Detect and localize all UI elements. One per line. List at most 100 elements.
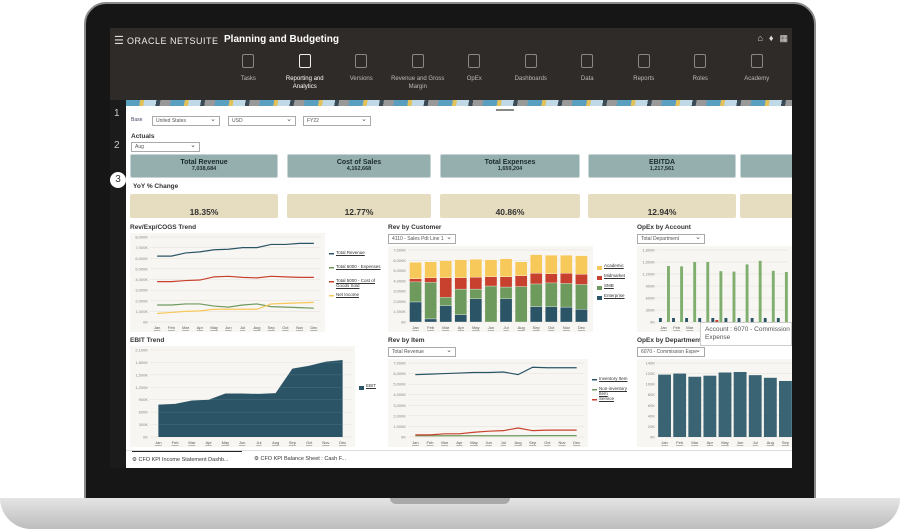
nav-item[interactable]: Roles bbox=[672, 54, 729, 91]
x-tick-label: Mar bbox=[188, 440, 196, 445]
legend-label[interactable]: Net Income bbox=[336, 292, 360, 297]
app-title: Planning and Budgeting bbox=[224, 34, 339, 45]
x-tick-label: Apr bbox=[456, 440, 463, 445]
grid-icon[interactable]: ▦ bbox=[779, 33, 788, 43]
y-tick-label: 5,000K bbox=[393, 268, 406, 273]
bar bbox=[779, 380, 792, 437]
y-tick-label: 7,000K bbox=[135, 245, 148, 250]
yoy-card[interactable]: 40.86% bbox=[440, 194, 580, 218]
chart-filter-dropdown[interactable]: Total Department bbox=[637, 233, 705, 244]
legend-label[interactable]: Non-inventory Item bbox=[599, 386, 628, 396]
nav-item[interactable]: Revenue and Gross Margin bbox=[390, 54, 447, 91]
x-tick-label: Apr bbox=[206, 440, 213, 445]
bar-segment bbox=[560, 283, 573, 308]
drag-handle[interactable] bbox=[496, 109, 514, 111]
kpi-value: 1,217,561 bbox=[649, 166, 675, 172]
bar-segment bbox=[484, 259, 498, 277]
x-tick-label: Sep bbox=[533, 325, 541, 330]
yoy-card[interactable]: 12.94% bbox=[588, 194, 736, 218]
legend-label[interactable]: EBIT bbox=[366, 383, 377, 388]
y-tick-label: 0K bbox=[401, 435, 406, 440]
yoy-card[interactable]: 12.77% bbox=[287, 194, 431, 218]
nav-item[interactable]: Dashboards bbox=[503, 54, 560, 91]
user-icon[interactable]: ♦ bbox=[768, 33, 774, 43]
nav-item[interactable]: Academy bbox=[729, 54, 786, 91]
nav-item[interactable]: Versions bbox=[333, 54, 390, 91]
legend-label[interactable]: Inventory Item bbox=[599, 376, 628, 381]
bar-segment bbox=[575, 308, 588, 323]
nav-label: OpEx bbox=[466, 76, 482, 82]
kpi-card[interactable]: Total Revenue 7,038,684 bbox=[130, 154, 278, 178]
period-dropdown[interactable]: Aug bbox=[131, 141, 200, 152]
y-tick-label: 2,000K bbox=[393, 413, 406, 418]
x-tick-label: May bbox=[470, 440, 478, 445]
chart-filter-dropdown[interactable]: 6070 - Commission Expe bbox=[637, 346, 705, 357]
bar-segment bbox=[575, 255, 588, 275]
bar-segment bbox=[439, 260, 452, 278]
nav-label: Reporting and Analytics bbox=[285, 76, 324, 90]
chart-filter-dropdown[interactable]: 4110 - Sales Pdt Line 1 bbox=[388, 233, 456, 244]
x-tick-label: Nov bbox=[296, 325, 303, 330]
nav-item[interactable]: Tasks bbox=[220, 54, 277, 91]
base-label: Base bbox=[131, 117, 143, 123]
chart-filter-dropdown[interactable]: Total Revenue bbox=[388, 346, 456, 357]
x-tick-label: Jan bbox=[412, 440, 418, 445]
legend-label[interactable]: Academic bbox=[604, 263, 624, 268]
legend-label[interactable]: Enterprise bbox=[604, 293, 625, 298]
bar-segment bbox=[545, 254, 558, 274]
legend-label[interactable]: Total Revenue bbox=[336, 250, 365, 255]
x-tick-label: Oct bbox=[282, 325, 289, 330]
chart-title: Rev by Customer bbox=[388, 224, 442, 231]
step-2: 2 bbox=[114, 140, 120, 151]
series-line bbox=[157, 301, 314, 315]
kpi-card[interactable]: EBITDA 1,217,561 bbox=[588, 154, 736, 178]
x-tick-label: Mar bbox=[441, 440, 449, 445]
y-tick-label: 600K bbox=[139, 410, 149, 415]
banner bbox=[126, 100, 792, 106]
x-tick-label: Jul bbox=[503, 325, 508, 330]
legend-label[interactable]: Total 5000 - Cost of Goods Sold bbox=[336, 278, 376, 288]
kpi-card[interactable] bbox=[740, 154, 792, 178]
home-icon[interactable]: ⌂ bbox=[757, 33, 763, 43]
x-tick-label: Jan bbox=[661, 440, 667, 445]
country-dropdown[interactable]: United States bbox=[152, 115, 220, 126]
bar-segment bbox=[409, 281, 422, 303]
kpi-value: 1,659,204 bbox=[497, 166, 523, 172]
y-tick-label: 1,000K bbox=[393, 424, 406, 429]
chart-title: OpEx by Account bbox=[637, 224, 691, 231]
x-tick-label: Nov bbox=[322, 440, 329, 445]
y-tick-label: 5,000K bbox=[393, 382, 406, 387]
nav-item[interactable]: Data bbox=[559, 54, 616, 91]
kpi-card[interactable]: Cost of Sales 4,162,668 bbox=[287, 154, 431, 178]
y-tick-label: 3,000K bbox=[135, 288, 148, 293]
currency-dropdown[interactable]: USD bbox=[228, 115, 296, 126]
bar-segment bbox=[409, 262, 422, 279]
y-tick-label: 2,000K bbox=[393, 299, 406, 304]
tab-balance-sheet[interactable]: ⚙ CFO KPI Balance Sheet : Cash F... bbox=[254, 456, 347, 462]
chart-svg: 0K 1,000K 2,000K 3,000K 4,000K 5,000K 6,000K 7,… bbox=[130, 233, 381, 332]
kpi-card[interactable]: Total Expenses 1,659,204 bbox=[440, 154, 580, 178]
nav-item[interactable]: Reporting and Analytics bbox=[277, 54, 334, 91]
bar bbox=[719, 271, 723, 322]
x-tick-label: Jan bbox=[660, 325, 666, 330]
legend-label[interactable]: SMB bbox=[604, 283, 614, 288]
yoy-card[interactable] bbox=[740, 194, 792, 218]
yoy-card[interactable]: 18.35% bbox=[130, 194, 278, 218]
y-tick-label: 7,000K bbox=[393, 361, 406, 366]
x-tick-label: Sep bbox=[782, 440, 790, 445]
hamburger-icon[interactable]: ☰ bbox=[114, 35, 124, 47]
legend-label[interactable]: Service bbox=[599, 396, 615, 401]
y-tick-label: 1,800K bbox=[135, 360, 148, 365]
year-dropdown[interactable]: FY22 bbox=[303, 115, 371, 126]
nav-item[interactable]: Reports bbox=[616, 54, 673, 91]
legend-label[interactable]: Total 6000 - Expenses bbox=[336, 264, 381, 269]
legend-label[interactable]: Midmarket bbox=[604, 273, 626, 278]
kpi-title: Cost of Sales bbox=[336, 159, 382, 166]
nav-item[interactable]: OpEx bbox=[446, 54, 503, 91]
x-tick-label: Jun bbox=[485, 440, 491, 445]
chart-svg: 0K 20K 40K 60K 80K 100K 120K 140K Jan Feb Mar Apr Ma… bbox=[637, 359, 792, 447]
x-tick-label: Feb bbox=[427, 325, 435, 330]
tab-income-statement[interactable]: ⚙ CFO KPI Income Statement Dashb... bbox=[132, 451, 242, 463]
y-tick-label: 2,100K bbox=[135, 348, 148, 353]
x-tick-label: Jan bbox=[155, 440, 161, 445]
